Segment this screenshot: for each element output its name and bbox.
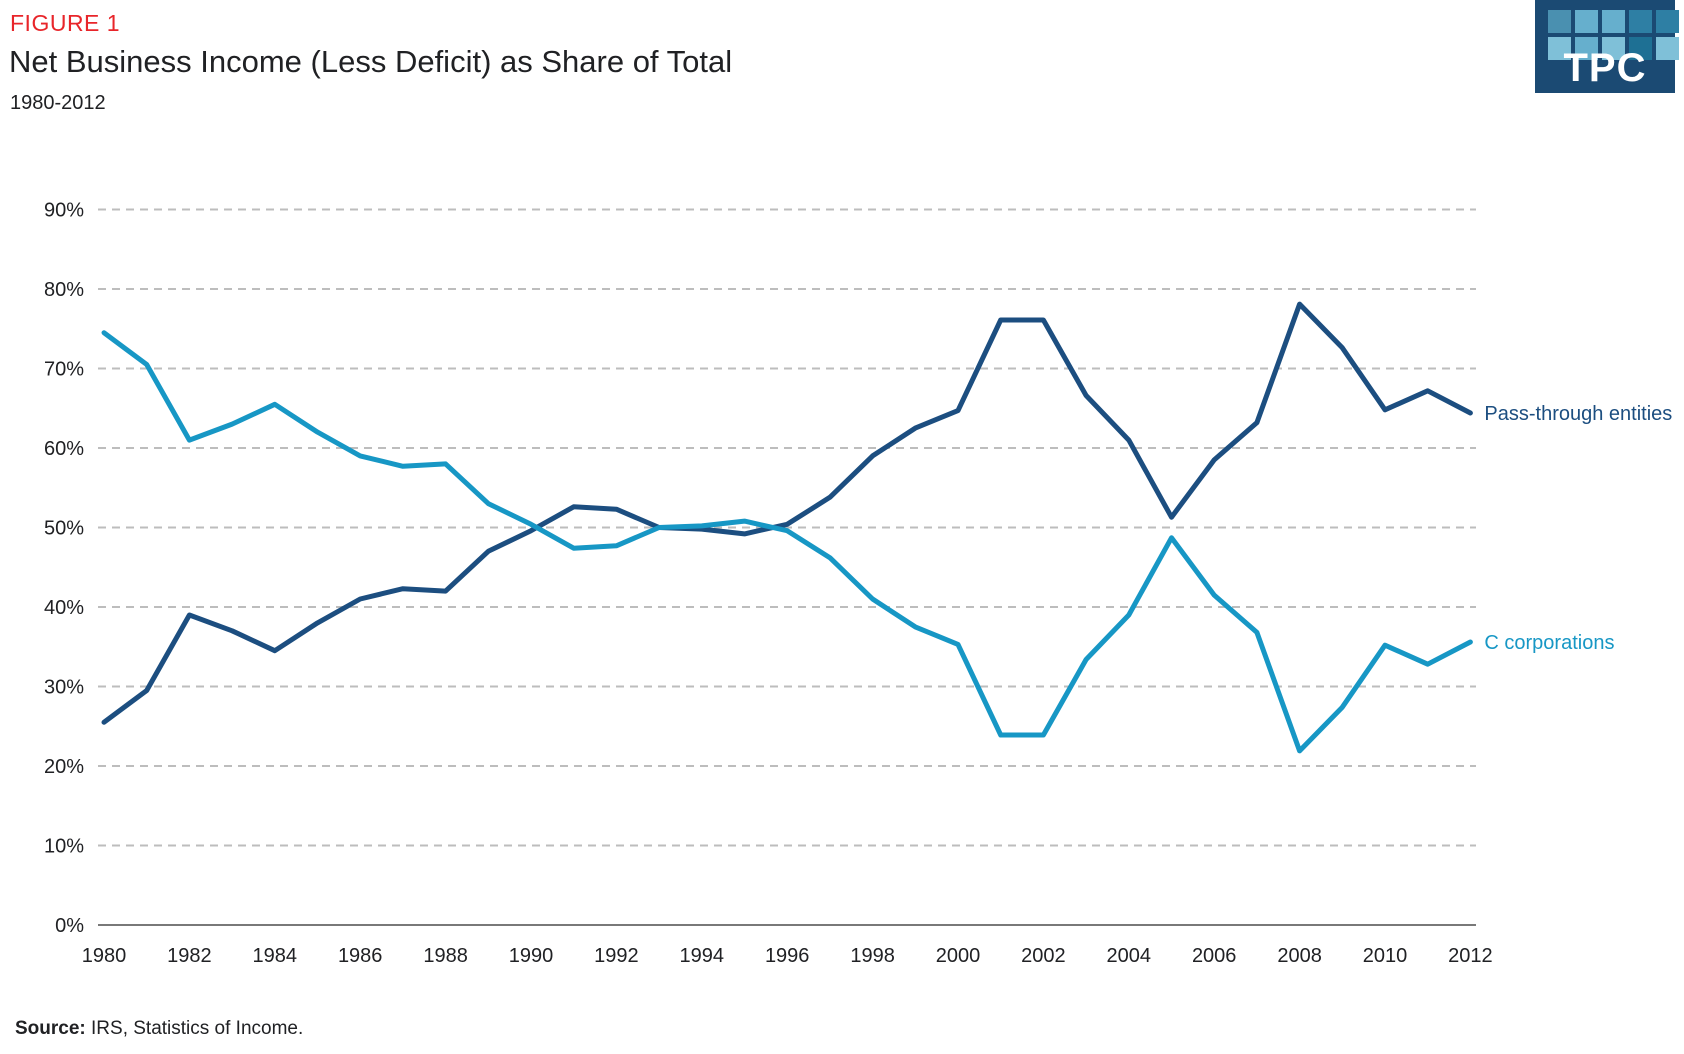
logo-square (1548, 37, 1571, 60)
x-tick-label: 2004 (1107, 945, 1152, 967)
series-line-pass-through (101, 301, 1473, 725)
y-tick-label: 0% (55, 915, 84, 937)
source-text: IRS, Statistics of Income. (85, 1018, 304, 1039)
series-label-pass-through: Pass-through entities (1484, 403, 1672, 425)
figure-label: FIGURE 1 (10, 10, 121, 36)
x-tick-label: 1980 (82, 945, 127, 967)
source-label: Source: (15, 1018, 86, 1039)
logo-square (1548, 10, 1571, 33)
tpc-logo-text: TPC (1563, 46, 1647, 90)
tpc-logo-squares (1548, 10, 1679, 60)
y-tick-label: 90% (44, 200, 84, 222)
logo-square (1602, 37, 1625, 60)
x-tick-label: 2012 (1448, 945, 1493, 967)
y-tick-label: 30% (44, 677, 84, 699)
x-tick-label: 1998 (850, 945, 895, 967)
logo-square (1575, 10, 1598, 33)
x-tick-label: 1996 (765, 945, 810, 967)
logo-square (1629, 10, 1652, 33)
y-tick-label: 40% (44, 597, 84, 619)
x-tick-label: 1986 (338, 945, 383, 967)
x-tick-label: 2010 (1363, 945, 1408, 967)
x-tick-label: 2002 (1021, 945, 1066, 967)
x-tick-label: 1990 (509, 945, 554, 967)
x-tick-label: 1992 (594, 945, 639, 967)
logo-square (1575, 37, 1598, 60)
chart-subtitle: 1980-2012 (10, 92, 106, 114)
y-tick-label: 70% (44, 359, 84, 381)
y-tick-label: 50% (44, 518, 84, 540)
logo-square (1656, 37, 1679, 60)
x-tick-label: 1994 (680, 945, 725, 967)
series-label-c-corporations: C corporations (1484, 632, 1614, 654)
x-tick-label: 1988 (423, 945, 468, 967)
y-tick-label: 10% (44, 836, 84, 858)
series-line-c-corporations (101, 330, 1473, 754)
page-title: Net Business Income (Less Deficit) as Sh… (9, 44, 733, 79)
x-tick-label: 1984 (253, 945, 298, 967)
logo-square (1602, 10, 1625, 33)
x-tick-label: 2006 (1192, 945, 1237, 967)
x-tick-label: 2000 (936, 945, 981, 967)
y-tick-label: 80% (44, 279, 84, 301)
source-note: Source: IRS, Statistics of Income. (15, 1018, 303, 1040)
logo-square (1656, 10, 1679, 33)
y-tick-label: 20% (44, 756, 84, 778)
y-tick-label: 60% (44, 438, 84, 460)
x-tick-label: 1982 (167, 945, 212, 967)
logo-square (1629, 37, 1652, 60)
x-tick-label: 2008 (1277, 945, 1322, 967)
tpc-logo: TPC (1535, 0, 1679, 93)
